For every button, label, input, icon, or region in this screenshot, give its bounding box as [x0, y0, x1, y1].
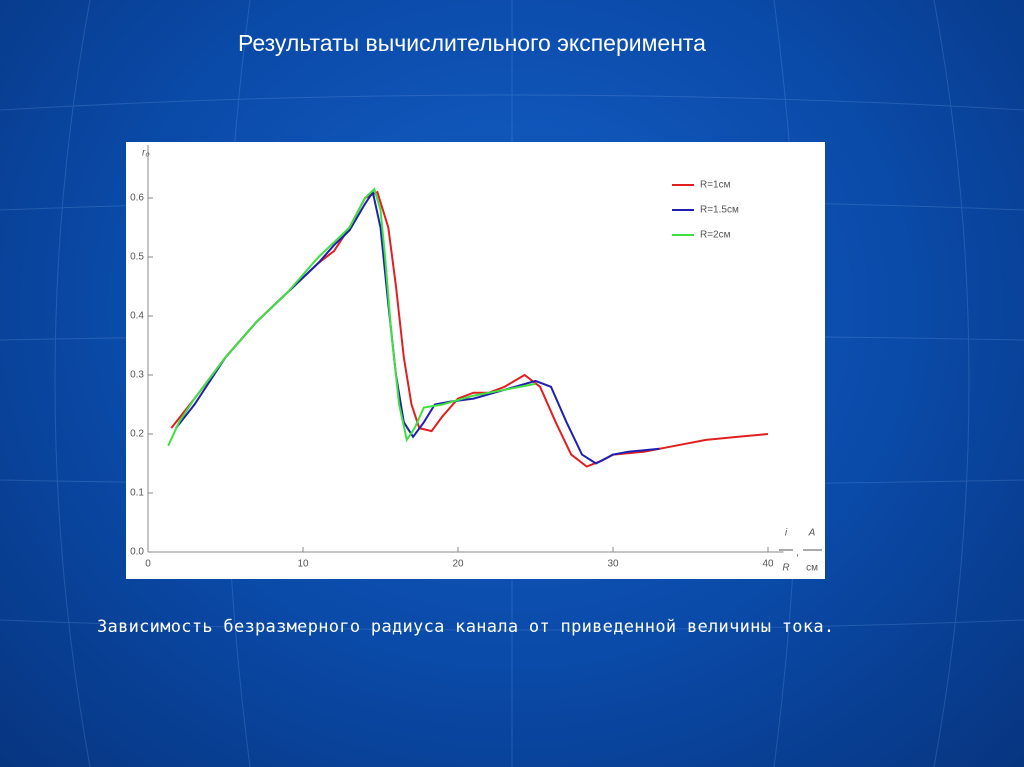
x-tick-label: 20: [452, 559, 464, 570]
x-tick-label: 40: [762, 559, 774, 570]
y-tick-label: 0.5: [130, 252, 144, 263]
chart-background: [126, 142, 825, 579]
x-axis-label: см: [806, 563, 818, 574]
y-tick-label: 0.4: [130, 311, 144, 322]
legend-label: R=1см: [700, 180, 731, 191]
caption: Зависимость безразмерного радиуса канала…: [97, 617, 835, 637]
line: [175, 189, 660, 465]
y-axis-label: r₀: [142, 148, 150, 159]
legend-label: R=2см: [700, 230, 731, 241]
x-axis-label: R: [782, 563, 789, 574]
x-axis-label: i: [785, 528, 788, 539]
x-tick-label: 10: [297, 559, 309, 570]
y-tick-label: 0.2: [130, 429, 144, 440]
line: [167, 187, 536, 447]
legend-label: R=1.5см: [700, 205, 739, 216]
y-tick-label: 0.0: [130, 547, 144, 558]
x-axis-label: A: [808, 528, 816, 539]
x-tick-label: 0: [145, 559, 151, 570]
y-tick-label: 0.1: [130, 488, 144, 499]
slide-title: Результаты вычислительного эксперимента: [238, 30, 706, 56]
x-label-comma: ,: [796, 548, 799, 559]
y-tick-label: 0.3: [130, 370, 144, 381]
x-tick-label: 30: [607, 559, 619, 570]
y-tick-label: 0.6: [130, 193, 144, 204]
